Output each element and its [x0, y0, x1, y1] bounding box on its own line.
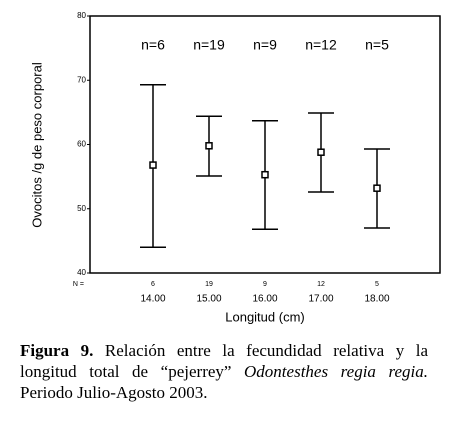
n-label: n=19 [193, 37, 225, 53]
x-tick-label: 18.00 [364, 294, 389, 305]
n-count: 9 [263, 281, 267, 288]
x-tick-label: 14.00 [140, 294, 165, 305]
y-tick-label: 60 [77, 140, 86, 149]
mean-marker [261, 170, 269, 179]
n-axis-label: N = [73, 281, 84, 288]
n-label: n=12 [305, 37, 337, 53]
x-tick-label: 16.00 [252, 294, 277, 305]
mean-marker [317, 148, 325, 156]
n-count: 5 [375, 281, 379, 288]
y-tick-label: 40 [77, 268, 86, 277]
mean-marker [149, 161, 157, 169]
caption-period: Periodo Julio-Agosto 2003. [20, 383, 208, 402]
chart: Longitud (cm) Ovocitos /g de peso corpor… [29, 11, 441, 324]
x-axis-label: Longitud (cm) [225, 309, 304, 324]
y-tick-label: 50 [77, 204, 86, 213]
n-count: 12 [317, 281, 325, 288]
caption-text: Relación entre la fecundidad relativa y … [20, 341, 429, 381]
mean-marker [205, 142, 213, 150]
caption: Figura 9. Relación entre la fecundidad r… [20, 340, 428, 403]
x-tick-label: 17.00 [308, 294, 333, 305]
caption-label: Figura 9. [20, 341, 94, 360]
y-tick-label: 70 [77, 75, 86, 84]
y-tick-label: 80 [77, 11, 86, 20]
y-axis-label: Ovocitos /g de peso corporal [29, 62, 44, 228]
mean-marker [373, 184, 381, 192]
n-label: n=6 [141, 37, 165, 53]
n-count: 19 [205, 281, 213, 288]
x-tick-label: 15.00 [196, 294, 221, 305]
n-label: n=5 [365, 37, 389, 53]
caption-species: Odontesthes regia regia. [244, 362, 428, 381]
n-label: n=9 [253, 37, 277, 53]
n-count: 6 [151, 281, 155, 288]
